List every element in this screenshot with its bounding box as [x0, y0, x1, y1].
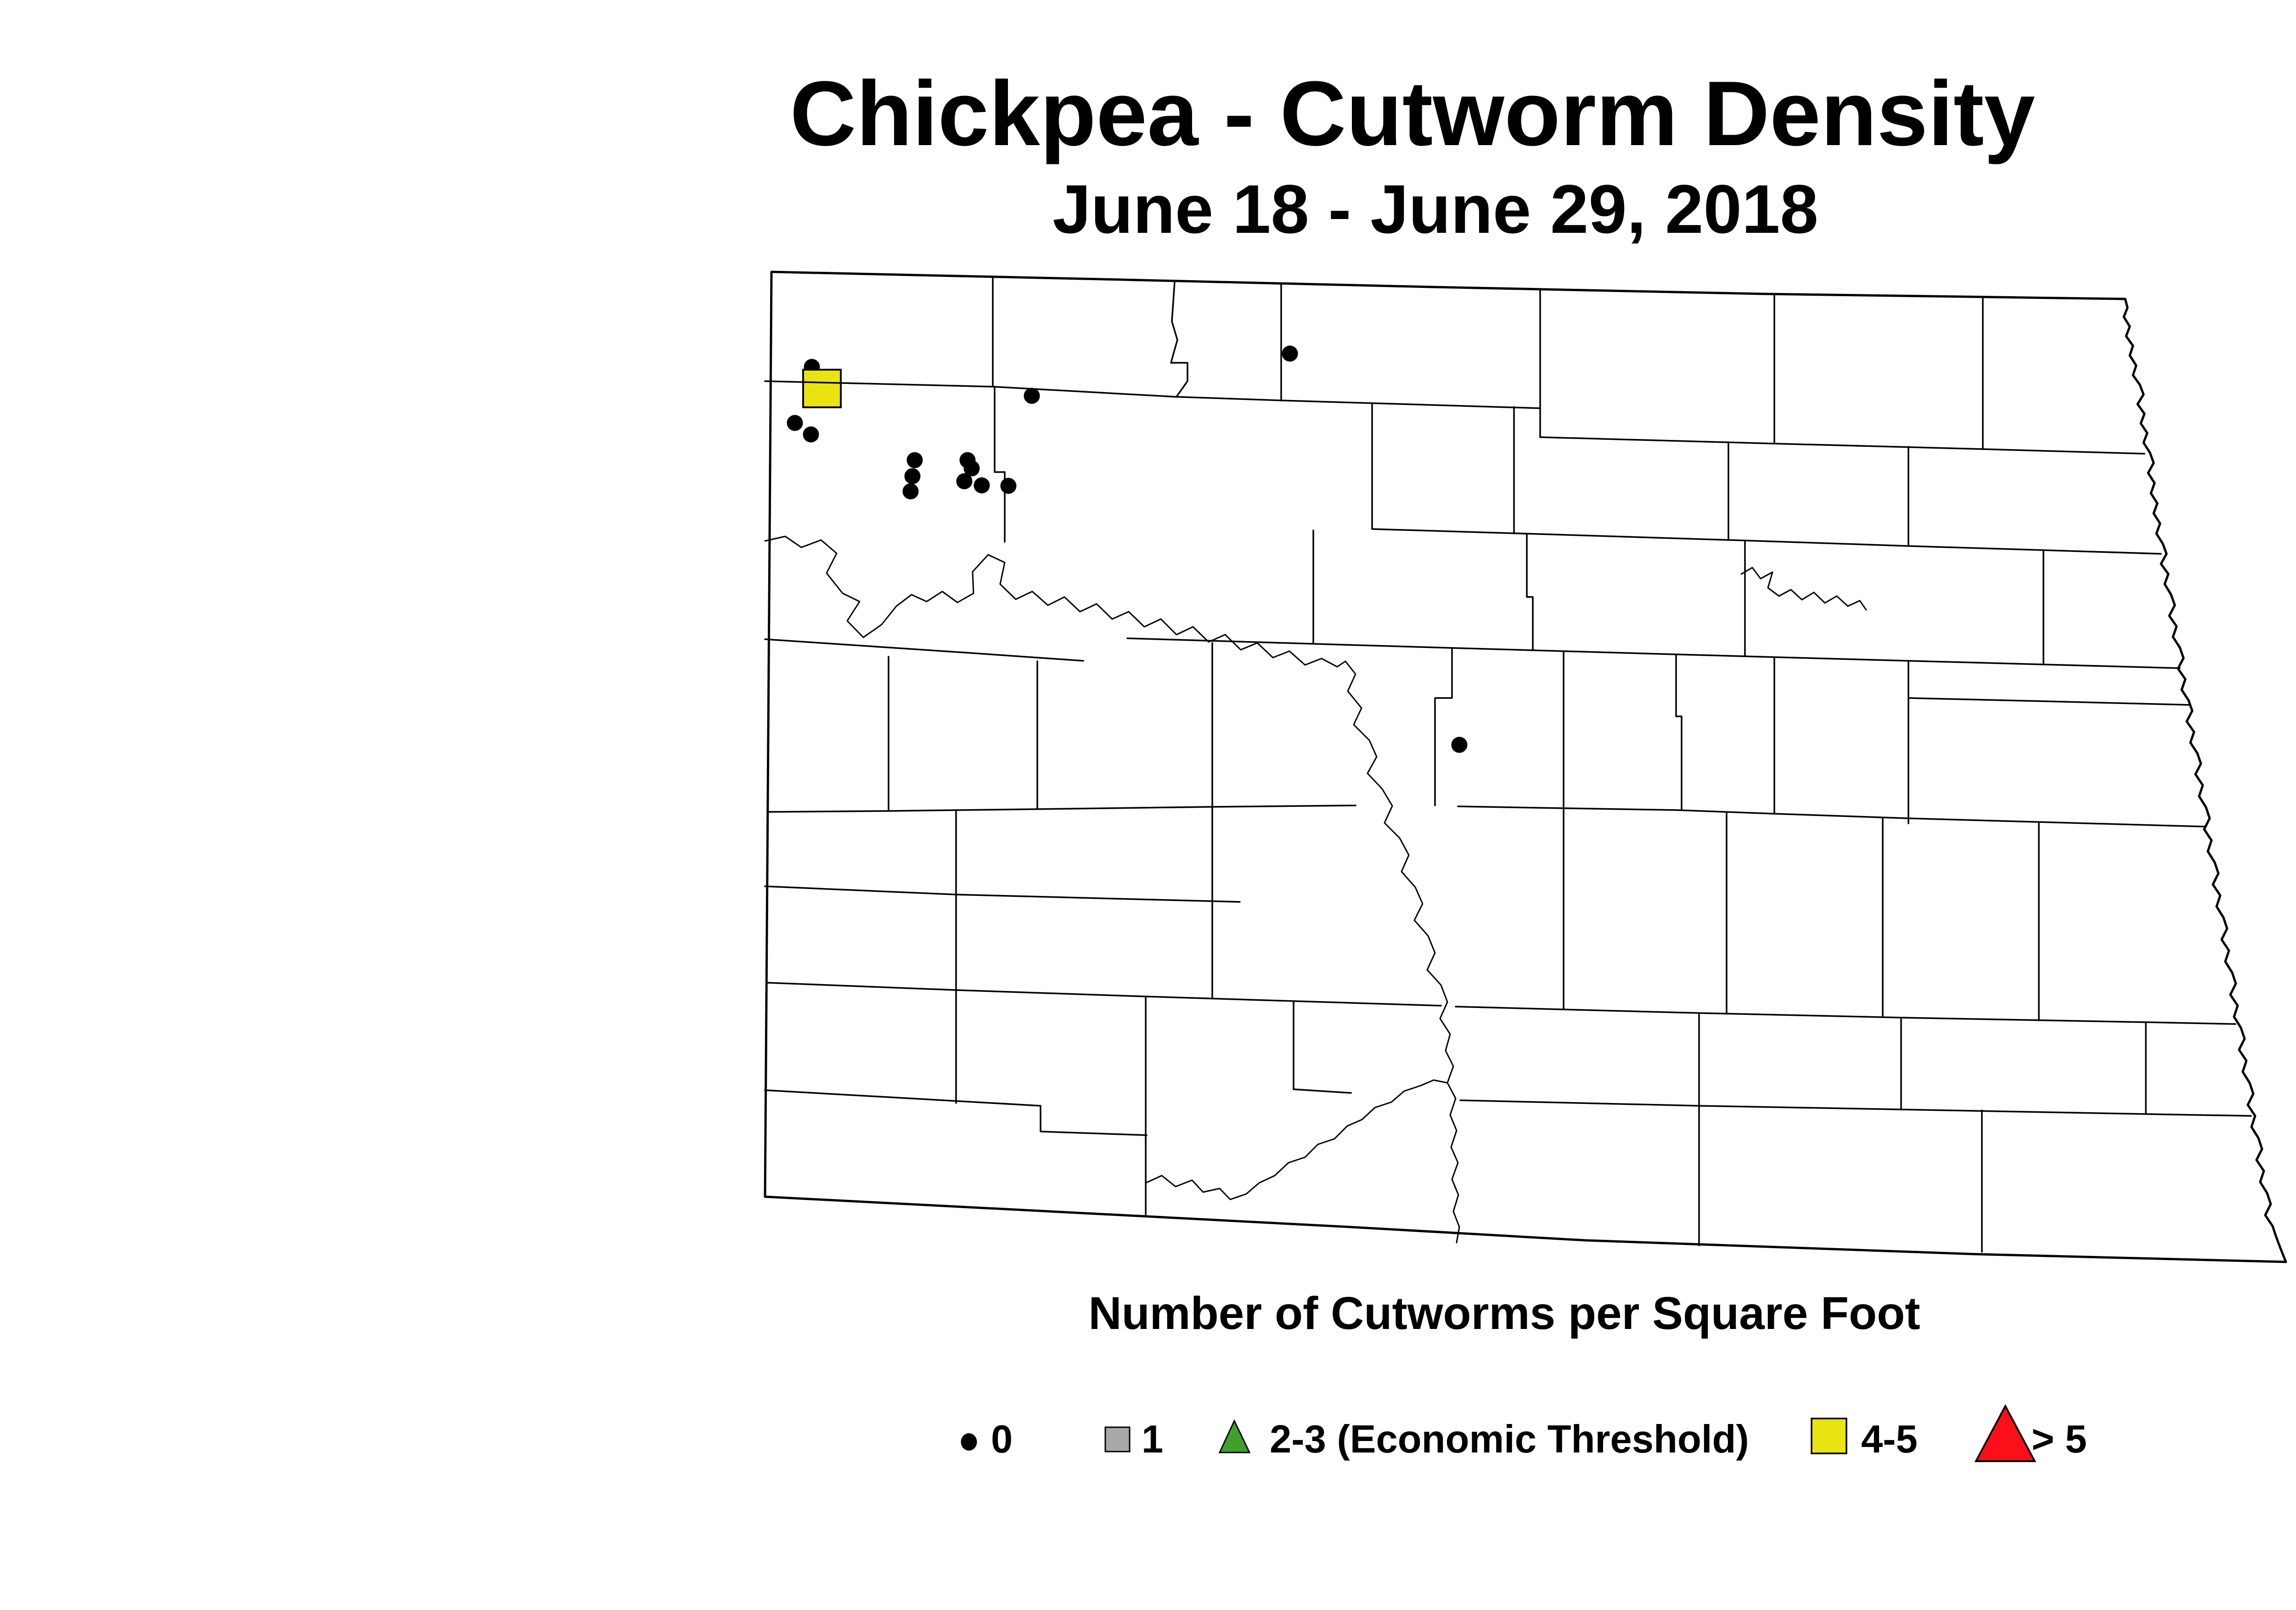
map-markers — [787, 345, 1468, 753]
legend-label-2-3: 2-3 (Economic Threshold) — [1270, 1418, 1749, 1461]
marker-dot-density-0 — [963, 460, 980, 477]
marker-dot-density-0 — [902, 483, 919, 500]
legend-triangle-gt5-icon — [1974, 1404, 2037, 1462]
legend-label-0: 0 — [991, 1418, 1013, 1461]
marker-dot-density-0 — [904, 468, 921, 484]
legend-square-4-5-icon — [1811, 1418, 1847, 1454]
county-boundaries — [764, 277, 2252, 1253]
state-outline — [764, 270, 2287, 1263]
legend-label-4-5: 4-5 — [1861, 1418, 1918, 1461]
page-title: Chickpea - Cutworm Density — [790, 62, 2035, 165]
legend-label-1: 1 — [1142, 1418, 1164, 1461]
cannonball-river — [1145, 1079, 1448, 1200]
lake-sakakawea-missouri-river — [764, 535, 1460, 1244]
marker-dot-density-0 — [1451, 737, 1468, 753]
marker-dot-density-0 — [906, 452, 923, 468]
legend-symbols — [961, 1404, 2037, 1462]
marker-dot-density-0 — [1024, 388, 1040, 404]
marker-dot-density-0 — [974, 477, 990, 494]
marker-dot-density-0 — [956, 473, 973, 490]
devils-lake — [1740, 567, 1867, 611]
legend-dot-0-icon — [961, 1433, 977, 1451]
marker-dot-density-0 — [1000, 478, 1017, 494]
marker-dot-density-0 — [787, 415, 803, 431]
marker-square-density-4-5 — [802, 369, 842, 408]
marker-dot-density-0 — [803, 426, 819, 443]
legend-square-1-icon — [1104, 1426, 1131, 1452]
legend-label-gt5: > 5 — [2032, 1418, 2087, 1461]
page-subtitle: June 18 - June 29, 2018 — [1052, 170, 1818, 248]
river-boundaries — [764, 535, 1867, 1244]
marker-dot-density-0 — [1282, 345, 1298, 362]
legend-title: Number of Cutworms per Square Foot — [1088, 1288, 1920, 1339]
legend-triangle-2-3-icon — [1218, 1419, 1251, 1453]
